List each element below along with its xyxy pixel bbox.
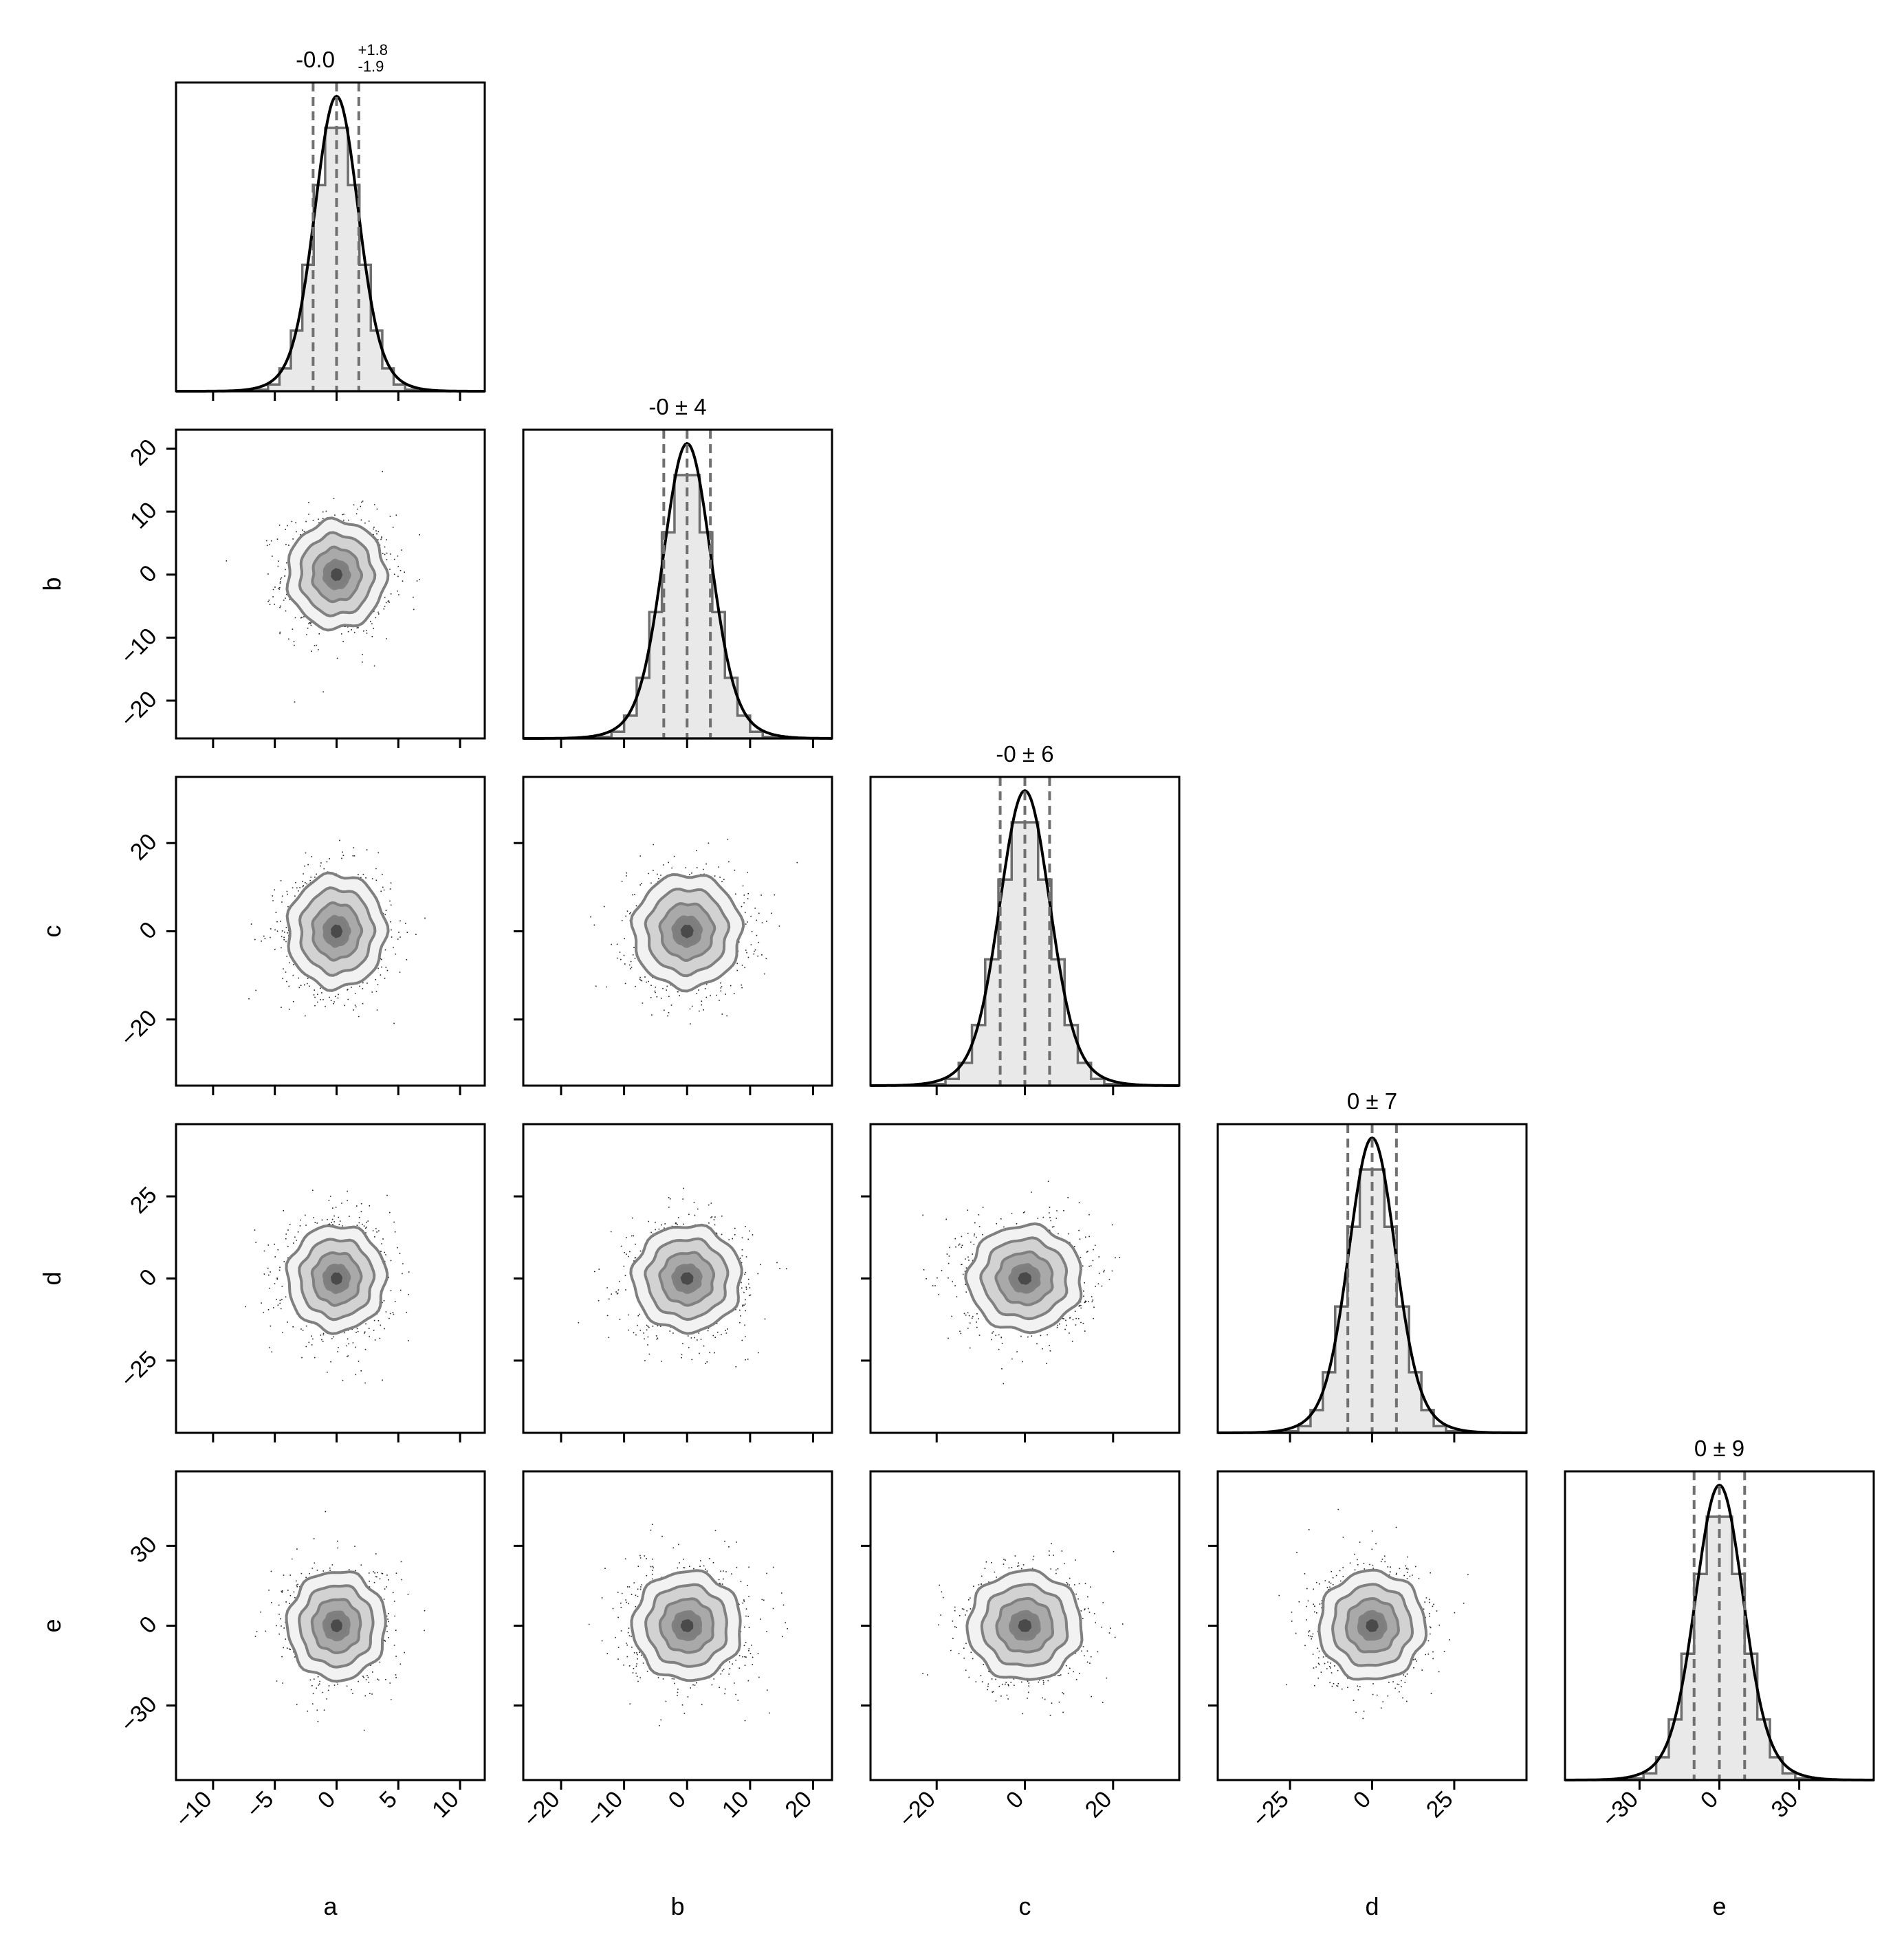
density-curve: [871, 789, 1179, 1087]
panel-content: [254, 1511, 426, 1731]
y-tick-label: 25: [125, 1182, 162, 1219]
scatter-points: [245, 1189, 410, 1384]
histogram-panel-b: -0 ± 4: [522, 394, 833, 748]
scatter-panel-a-b: −20 −10 0 10 20 b: [38, 428, 486, 748]
scatter-panel-c-d: [861, 1123, 1181, 1442]
y-tick-label: −30: [116, 1691, 162, 1737]
x-tick-label: 25: [1421, 1786, 1458, 1823]
x-tick-label: 0: [664, 1786, 691, 1814]
y-tick-label: −10: [116, 623, 162, 670]
density-curve: [1565, 1483, 1874, 1781]
contour-level: [680, 924, 694, 938]
panel-content: [226, 470, 420, 703]
scatter-panel-b-e: −20 −10 0 10 20 b: [514, 1470, 833, 1920]
x-tick-label: 20: [780, 1786, 818, 1823]
contour-level: [1018, 1619, 1032, 1632]
x-axis-label-e: e: [1712, 1892, 1726, 1920]
x-tick-label: −5: [241, 1786, 278, 1823]
x-tick-label: −30: [1597, 1786, 1643, 1833]
panel-content: [248, 839, 426, 1024]
scatter-panel-b-d: [514, 1123, 833, 1442]
y-tick-label: 0: [134, 1611, 162, 1638]
contour-level: [331, 924, 343, 938]
summary-lower: -1.9: [358, 58, 384, 75]
panel-frame: [175, 81, 486, 393]
contour-level: [331, 1619, 342, 1632]
panel-frame: [175, 428, 486, 740]
y-tick-label: 0: [134, 916, 162, 944]
scatter-panel-a-e: −10 −5 0 5 10 a −30 0 30 e: [38, 1470, 486, 1920]
x-tick-label: 0: [313, 1786, 340, 1814]
panel-content: [588, 1524, 788, 1726]
summary-title-c: -0 ± 6: [996, 741, 1053, 767]
panel-content: [922, 1181, 1121, 1385]
y-tick-label: 30: [125, 1531, 162, 1568]
x-tick-label: 20: [1080, 1786, 1117, 1823]
x-axis-label-c: c: [1019, 1892, 1031, 1920]
y-axis-label-e: e: [38, 1618, 66, 1632]
contour-level: [331, 1272, 342, 1285]
x-tick-label: −20: [894, 1786, 941, 1833]
scatter-panel-b-c: [514, 776, 833, 1095]
panel-content: [245, 1189, 410, 1384]
contour-level: [1366, 1619, 1379, 1632]
summary-title-a: -0.0: [296, 47, 335, 72]
panel-content: [590, 838, 798, 1024]
x-tick-label: −25: [1247, 1786, 1294, 1833]
x-tick-label: 10: [427, 1786, 464, 1823]
contour-level: [680, 1272, 694, 1285]
y-tick-label: −20: [116, 686, 162, 733]
summary-title-d: 0 ± 7: [1347, 1088, 1397, 1114]
y-axis-label-c: c: [38, 925, 66, 938]
x-tick-label: −10: [582, 1786, 628, 1833]
histogram-panel-e: 0 ± 9 −30 0 30 e: [1564, 1436, 1875, 1920]
x-axis-label-b: b: [670, 1892, 684, 1920]
x-tick-label: −10: [171, 1786, 217, 1833]
contour-level: [1018, 1272, 1031, 1285]
panel-frame: [522, 428, 833, 740]
scatter-panel-c-e: −20 0 20 c: [861, 1470, 1181, 1920]
contour-level: [331, 568, 343, 582]
panel-content: [1278, 1508, 1469, 1720]
x-tick-label: 5: [375, 1786, 402, 1814]
scatter-panel-a-d: −25 0 25 d: [38, 1123, 486, 1442]
contour-level: [680, 1619, 694, 1632]
y-tick-label: 20: [125, 434, 162, 471]
y-axis-label-b: b: [38, 577, 66, 591]
x-tick-label: −20: [518, 1786, 565, 1833]
histogram-panel-a: -0.0 +1.8-1.9: [175, 41, 486, 401]
y-tick-label: −20: [116, 1005, 162, 1052]
scatter-panel-d-e: −25 0 25 d: [1208, 1470, 1528, 1920]
summary-base: -0.0: [296, 47, 335, 72]
y-tick-label: 0: [134, 1264, 162, 1291]
histogram-panel-c: -0 ± 6: [869, 741, 1181, 1095]
histogram-panel-d: 0 ± 7: [1216, 1088, 1528, 1442]
x-tick-label: 10: [717, 1786, 754, 1823]
x-tick-label: 0: [1001, 1786, 1029, 1814]
x-axis-label-d: d: [1365, 1892, 1379, 1920]
panel-content: [922, 1543, 1124, 1716]
panels: -0.0 +1.8-1.9 −20 −10 0 10 20 b -0 ± 4 −20 0 20 c -0 …: [38, 41, 1875, 1920]
y-axis-label-d: d: [38, 1271, 66, 1285]
x-axis-label-a: a: [323, 1892, 338, 1920]
x-tick-label: 0: [1348, 1786, 1376, 1814]
y-tick-label: 20: [125, 828, 162, 866]
y-tick-label: 10: [125, 497, 162, 534]
y-tick-label: 0: [134, 560, 162, 588]
x-tick-label: 30: [1766, 1786, 1804, 1823]
x-tick-label: 0: [1696, 1786, 1723, 1814]
y-tick-label: −25: [116, 1346, 162, 1393]
summary-upper: +1.8: [358, 41, 388, 58]
summary-title-b: -0 ± 4: [648, 394, 706, 419]
summary-title-e: 0 ± 9: [1694, 1436, 1744, 1461]
panel-content: [578, 1187, 787, 1368]
scatter-panel-a-c: −20 0 20 c: [38, 776, 486, 1095]
